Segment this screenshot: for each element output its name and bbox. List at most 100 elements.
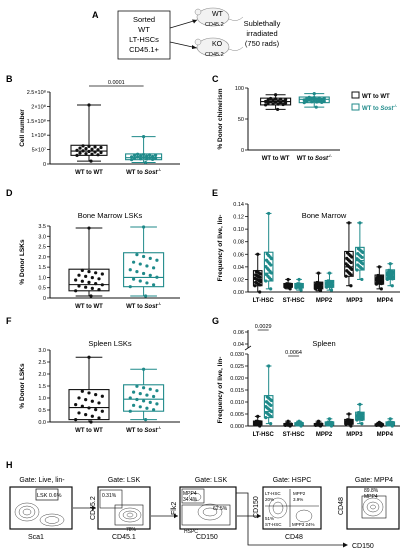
data-point [94, 393, 98, 397]
y-tick-label: 100 [235, 86, 244, 92]
y-tick-label: 0 [241, 148, 244, 154]
data-point [142, 155, 146, 160]
data-point [279, 101, 283, 105]
flow-y-label: Flk2 [171, 502, 178, 515]
data-point [89, 159, 93, 163]
data-point [93, 145, 97, 149]
y-tick-label: 2.5 [38, 360, 46, 366]
flow-label: MPP3 24% [292, 522, 315, 527]
flow-plot-4: LT-HSC 20% MPP2 3.9% 51% ST-HSC MPP3 24%… [253, 486, 322, 541]
data-point [390, 424, 394, 428]
data-point [90, 399, 94, 403]
data-point [302, 98, 306, 102]
y-tick-label: 0.010 [230, 400, 244, 406]
data-point [345, 263, 350, 267]
data-point [133, 156, 137, 160]
y-tick-label: 0.030 [230, 352, 244, 358]
data-point [97, 288, 101, 292]
arrow-head [92, 505, 96, 511]
data-point [99, 150, 103, 155]
x-tick-label: WT to Sost-/- [297, 153, 333, 162]
data-point [390, 284, 394, 288]
data-point [84, 274, 88, 278]
y-tick-label: 2.5×10⁸ [27, 89, 46, 96]
data-point [348, 253, 352, 258]
data-point [267, 402, 271, 406]
data-point [264, 416, 268, 420]
data-point [328, 281, 332, 285]
data-point [155, 402, 159, 406]
y-tick-label: 0.020 [230, 376, 244, 382]
flow-label: MPP4 [364, 494, 378, 500]
panel-h: Gate: Live, lin- Gate: LSK Gate: LSK Gat… [9, 477, 400, 550]
data-point [135, 270, 139, 274]
data-point [130, 155, 134, 159]
data-point [151, 154, 155, 159]
data-point [87, 270, 91, 274]
gate-title: Gate: MPP4 [355, 477, 393, 484]
data-point [145, 154, 149, 158]
data-point [148, 256, 152, 260]
data-point [90, 152, 94, 156]
data-point [139, 157, 143, 161]
flow-value: 3.9% [293, 497, 303, 502]
data-point [144, 418, 148, 422]
data-point [77, 284, 81, 288]
data-point [328, 421, 332, 425]
arrow-head [343, 542, 348, 548]
data-point [264, 411, 269, 415]
data-point [375, 423, 379, 427]
data-point [269, 409, 274, 414]
y-tick-label: 2.0 [38, 372, 46, 378]
data-point [281, 99, 285, 103]
data-point [142, 135, 146, 139]
data-point [84, 152, 88, 156]
data-point [81, 144, 85, 148]
data-point [287, 283, 291, 287]
legend-label: WT to WT [362, 94, 390, 100]
x-tick-label: WT to WT [75, 170, 103, 176]
data-point [390, 277, 394, 281]
data-point [128, 285, 132, 289]
y-axis-label: Cell number [19, 109, 26, 147]
data-point [330, 285, 334, 289]
data-point [136, 152, 140, 156]
flow-x-label: CD48 [285, 534, 303, 541]
data-point [276, 107, 280, 112]
data-point [87, 280, 91, 284]
data-point [256, 420, 261, 425]
panel-letter: B [6, 74, 13, 84]
y-tick-label: 0.04 [233, 265, 244, 271]
data-point [325, 422, 329, 426]
data-point [264, 99, 268, 104]
mouse-wt-icon [194, 7, 244, 27]
data-point [256, 252, 260, 256]
data-point [132, 260, 136, 264]
data-point [132, 403, 136, 407]
x-tick-label: ST-HSC [283, 298, 306, 304]
sorted-line-1: Sorted [133, 15, 155, 24]
data-point [316, 419, 321, 423]
panel-letter: G [212, 316, 219, 326]
flow-plot-5: 89.8% MPP4 CD48 [338, 486, 400, 530]
data-point [145, 281, 149, 285]
data-point [350, 267, 354, 271]
data-point [87, 103, 91, 107]
data-point [90, 276, 94, 280]
y-tick-label: 1×10⁸ [31, 132, 46, 139]
data-point [258, 290, 262, 294]
flow-plot-1: LSK 0.6% Sca1 [9, 486, 73, 541]
data-point [81, 149, 85, 153]
data-point [269, 100, 273, 104]
data-point [139, 154, 143, 158]
y-tick-label: 0.5 [38, 408, 46, 414]
y-tick-label: 0.0 [38, 420, 46, 426]
data-point [274, 97, 278, 101]
data-point [148, 400, 152, 404]
y-tick-label: 0.000 [230, 424, 244, 430]
arrow-head [257, 513, 261, 519]
data-point [132, 277, 136, 281]
data-point [266, 101, 270, 106]
data-point [318, 424, 323, 428]
flow-value: 34.4% [183, 497, 198, 503]
